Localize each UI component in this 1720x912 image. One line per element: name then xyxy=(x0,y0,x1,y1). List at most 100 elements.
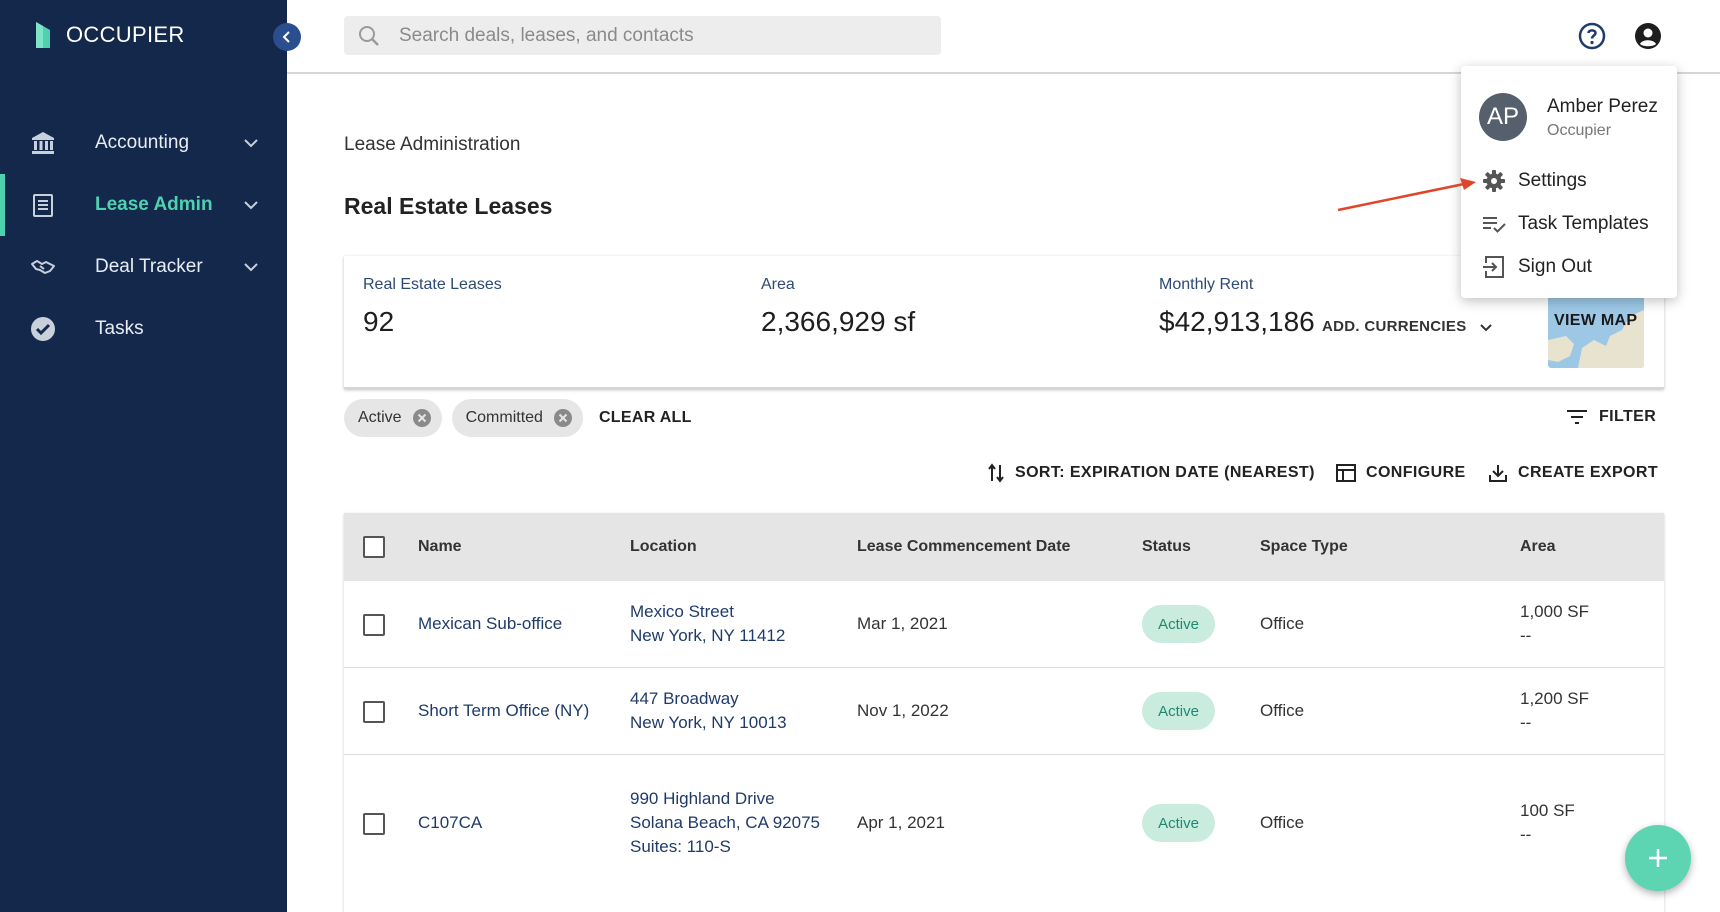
chip-label: Committed xyxy=(465,409,543,426)
column-header-space-type[interactable]: Space Type xyxy=(1260,538,1348,555)
account-circle-icon[interactable] xyxy=(1634,22,1662,50)
view-map-button[interactable]: VIEW MAP xyxy=(1548,296,1644,368)
download-icon xyxy=(1489,465,1507,482)
close-icon[interactable] xyxy=(412,408,432,428)
close-icon[interactable] xyxy=(553,408,573,428)
summary-card: Real Estate Leases 92 Area 2,366,929 sf … xyxy=(344,256,1664,389)
breadcrumb[interactable]: Lease Administration xyxy=(344,134,521,155)
sidebar-item-deal-tracker[interactable]: Deal Tracker xyxy=(0,236,287,298)
add-currencies-label: ADD. CURRENCIES xyxy=(1322,318,1467,335)
space-type: Office xyxy=(1260,813,1305,832)
table-columns-icon xyxy=(1336,464,1356,482)
chip-label: Active xyxy=(358,409,402,426)
filter-button[interactable]: FILTER xyxy=(1567,408,1656,426)
row-checkbox[interactable] xyxy=(363,614,385,636)
table-row[interactable]: Mexican Sub-office Mexico Street New Yor… xyxy=(344,581,1664,668)
area-sub: -- xyxy=(1520,713,1532,732)
stat-leases: Real Estate Leases 92 xyxy=(363,276,502,338)
stat-monthly-rent: Monthly Rent $42,913,186 xyxy=(1159,276,1315,338)
location-line: Suites: 110-S xyxy=(630,837,731,856)
sort-icon xyxy=(988,463,1004,483)
menu-item-sign-out[interactable]: Sign Out xyxy=(1461,247,1677,287)
location-line: New York, NY 11412 xyxy=(630,626,786,645)
sort-label: SORT: EXPIRATION DATE (NEAREST) xyxy=(1015,464,1315,481)
stat-label: Area xyxy=(761,276,795,293)
create-export-label: CREATE EXPORT xyxy=(1518,464,1659,481)
collapse-sidebar-button[interactable] xyxy=(273,23,301,51)
select-all-checkbox[interactable] xyxy=(363,536,385,558)
user-name: Amber Perez xyxy=(1547,96,1658,117)
stat-value: 92 xyxy=(363,306,395,337)
sort-button[interactable]: SORT: EXPIRATION DATE (NEAREST) xyxy=(987,463,1315,483)
menu-item-label: Settings xyxy=(1518,170,1587,191)
location-line: Mexico Street xyxy=(630,602,734,621)
menu-item-label: Task Templates xyxy=(1518,213,1649,234)
user-menu: AP Amber Perez Occupier Settings xyxy=(1461,66,1677,298)
column-header-location[interactable]: Location xyxy=(630,538,697,555)
configure-button[interactable]: CONFIGURE xyxy=(1336,463,1466,483)
row-checkbox[interactable] xyxy=(363,701,385,723)
sidebar-nav: Accounting Lease Admin Deal Tracke xyxy=(0,112,287,360)
lease-name-link[interactable]: Mexican Sub-office xyxy=(418,614,563,633)
stat-label: Real Estate Leases xyxy=(363,276,502,293)
status-badge: Active xyxy=(1142,605,1215,643)
filter-chip-committed[interactable]: Committed xyxy=(451,399,583,437)
gear-icon xyxy=(1483,170,1505,192)
lease-name-link[interactable]: Short Term Office (NY) xyxy=(418,701,590,720)
status-badge: Active xyxy=(1142,804,1215,842)
location-line: 447 Broadway xyxy=(630,689,739,708)
column-header-area[interactable]: Area xyxy=(1520,538,1556,555)
location-line: Solana Beach, CA 92075 xyxy=(630,813,820,832)
area-sub: -- xyxy=(1520,825,1532,844)
menu-item-task-templates[interactable]: Task Templates xyxy=(1461,204,1677,244)
table-row[interactable]: Short Term Office (NY) 447 Broadway New … xyxy=(344,668,1664,755)
location-line: New York, NY 10013 xyxy=(630,713,787,732)
lease-location[interactable]: 447 Broadway New York, NY 10013 xyxy=(630,687,787,735)
lease-location[interactable]: Mexico Street New York, NY 11412 xyxy=(630,600,785,648)
menu-item-settings[interactable]: Settings xyxy=(1461,161,1677,201)
table-row[interactable]: C107CA 990 Highland Drive Solana Beach, … xyxy=(344,755,1664,912)
clear-all-button[interactable]: CLEAR ALL xyxy=(598,409,692,426)
filter-label: FILTER xyxy=(1599,408,1657,425)
column-header-commencement-date[interactable]: Lease Commencement Date xyxy=(857,538,1071,555)
document-icon xyxy=(33,194,53,217)
bank-icon xyxy=(32,132,54,154)
sign-out-icon xyxy=(1483,256,1504,278)
leases-table: Name Location Lease Commencement Date St… xyxy=(344,513,1664,912)
lease-name-link[interactable]: C107CA xyxy=(418,813,483,832)
lease-location[interactable]: 990 Highland Drive Solana Beach, CA 9207… xyxy=(630,787,820,859)
area-cell: 1,000 SF -- xyxy=(1520,600,1589,648)
help-icon[interactable] xyxy=(1578,22,1606,50)
create-export-button[interactable]: CREATE EXPORT xyxy=(1488,463,1658,483)
sidebar-item-label: Deal Tracker xyxy=(95,256,203,277)
add-currencies-dropdown[interactable]: ADD. CURRENCIES xyxy=(1322,318,1493,335)
filter-chips: Active Committed CLEAR ALL xyxy=(344,399,692,437)
area-value: 100 SF xyxy=(1520,801,1575,820)
location-line: 990 Highland Drive xyxy=(630,789,775,808)
column-header-status[interactable]: Status xyxy=(1142,538,1191,555)
commencement-date: Nov 1, 2022 xyxy=(857,701,949,720)
space-type: Office xyxy=(1260,614,1305,633)
sidebar-item-lease-admin[interactable]: Lease Admin xyxy=(0,174,287,236)
commencement-date: Apr 1, 2021 xyxy=(857,813,945,832)
column-header-name[interactable]: Name xyxy=(418,538,462,555)
filter-icon xyxy=(1567,410,1587,424)
sidebar-item-accounting[interactable]: Accounting xyxy=(0,112,287,174)
user-organization: Occupier xyxy=(1547,122,1612,139)
area-value: 1,000 SF xyxy=(1520,602,1589,621)
logo[interactable]: OCCUPIER xyxy=(34,22,185,48)
space-type: Office xyxy=(1260,701,1305,720)
map-thumbnail-icon xyxy=(1548,296,1644,368)
area-value: 1,200 SF xyxy=(1520,689,1589,708)
check-circle-icon xyxy=(31,317,55,341)
add-lease-fab[interactable] xyxy=(1625,825,1691,891)
page-title: Real Estate Leases xyxy=(344,193,553,219)
stat-value: $42,913,186 xyxy=(1159,306,1315,337)
row-checkbox[interactable] xyxy=(363,813,385,835)
commencement-date: Mar 1, 2021 xyxy=(857,614,948,633)
logo-mark-icon xyxy=(36,22,50,48)
menu-item-label: Sign Out xyxy=(1518,256,1592,277)
sidebar-item-tasks[interactable]: Tasks xyxy=(0,298,287,360)
filter-chip-active[interactable]: Active xyxy=(344,399,442,437)
search-input[interactable] xyxy=(399,16,929,55)
